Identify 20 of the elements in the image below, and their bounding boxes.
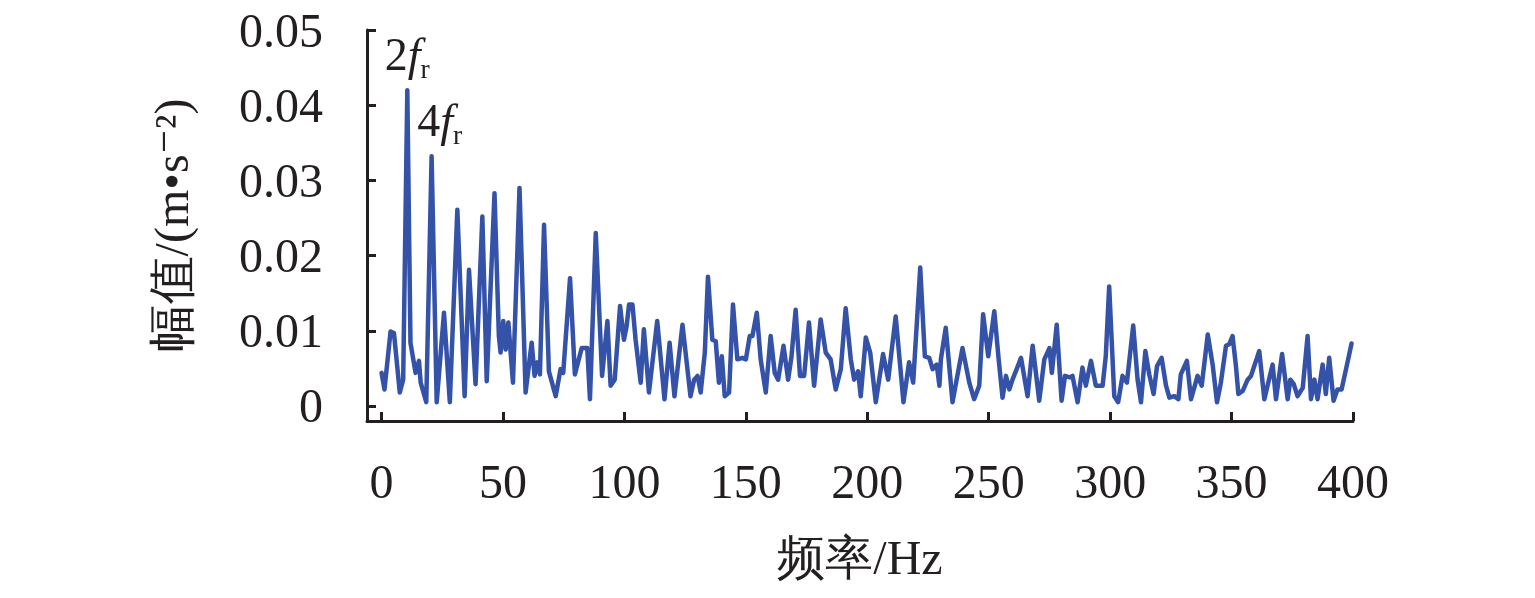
- annotation: 2f$_{r}$: [384, 29, 430, 84]
- y-tick-label: 0.03: [239, 153, 323, 207]
- x-tick-label: 0: [369, 454, 394, 508]
- y-tick-label: 0.02: [239, 229, 323, 283]
- y-tick-label: 0.04: [239, 78, 323, 132]
- x-tick-label: 50: [479, 454, 527, 508]
- annotation: 4f$_{r}$: [417, 95, 463, 151]
- x-tick-label: 350: [1195, 454, 1268, 508]
- y-tick-label: 0: [299, 379, 323, 433]
- x-tick-label: 150: [709, 454, 782, 508]
- x-tick-label: 200: [831, 454, 904, 508]
- x-tick-label: 300: [1074, 454, 1147, 508]
- y-axis-title: 幅值/(m•s⁻²): [144, 98, 199, 353]
- x-axis-title: 频率/Hz: [777, 530, 943, 584]
- line-series: [379, 87, 1354, 405]
- y-tick-label: 0.05: [239, 3, 323, 57]
- y-tick-label: 0.01: [239, 304, 323, 358]
- x-tick-label: 100: [588, 454, 661, 508]
- x-tick-label: 250: [952, 454, 1025, 508]
- x-tick-label: 400: [1317, 454, 1389, 508]
